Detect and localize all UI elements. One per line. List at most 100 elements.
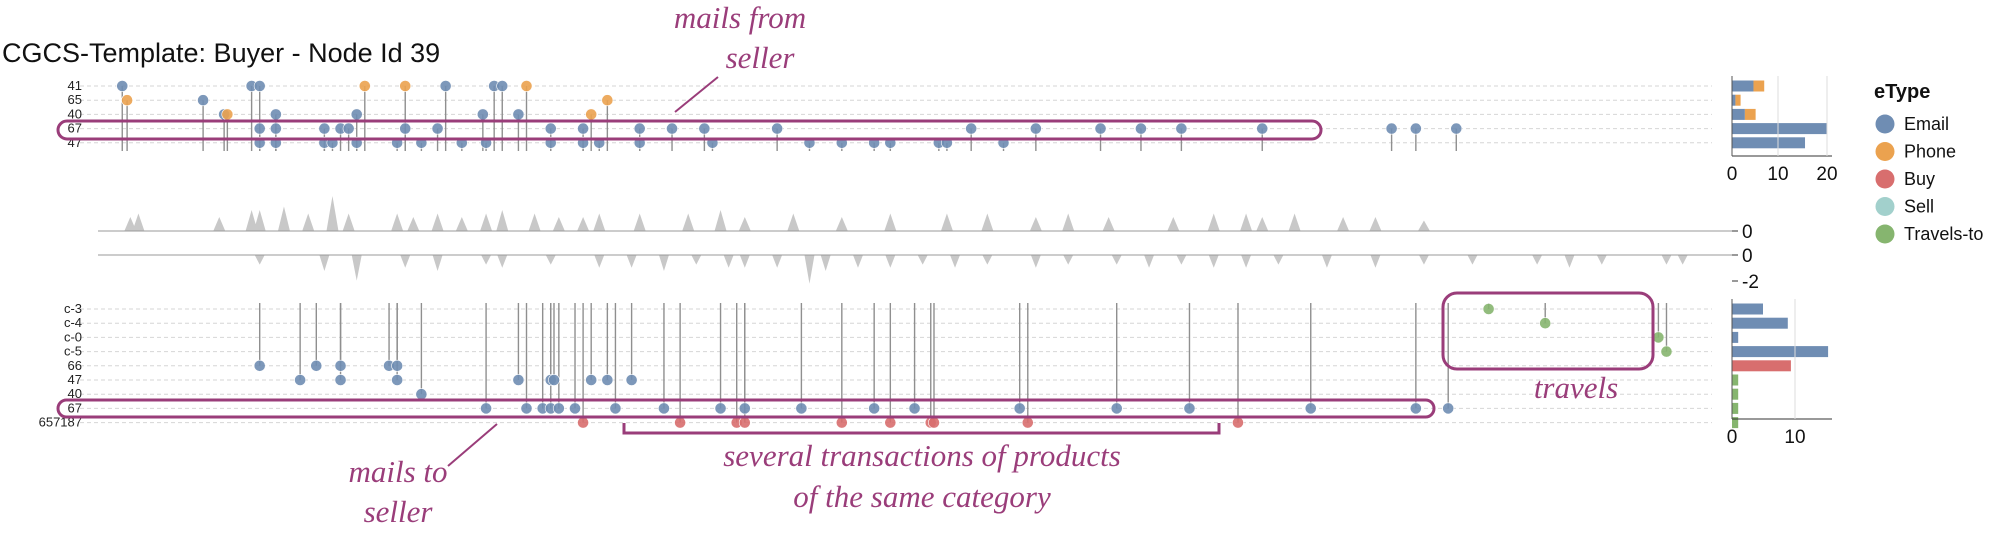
event-point [1029, 122, 1042, 135]
event-point [771, 122, 784, 135]
event-point [1175, 122, 1188, 135]
count-bar [1732, 303, 1763, 315]
event-point [253, 122, 266, 135]
annotation-mails-to-seller: mails to seller [348, 423, 498, 529]
event-point [399, 80, 412, 92]
count-bar [1732, 417, 1739, 429]
legend: eType Email Phone Buy Sell Travels-to [1874, 81, 1983, 244]
event-point [569, 402, 581, 415]
row-label: 47 [68, 135, 82, 150]
density-tick-label: 0 [1742, 222, 1753, 243]
legend-swatch [1875, 197, 1895, 216]
event-point [585, 374, 598, 386]
event-point [1135, 122, 1147, 135]
event-point [908, 402, 921, 415]
count-tick-label: 20 [1816, 164, 1837, 185]
event-point [334, 374, 347, 386]
row-label: c-3 [64, 301, 82, 316]
highlight-travels [1441, 291, 1655, 371]
event-point [965, 122, 978, 135]
row-label: 41 [68, 78, 82, 93]
event-point [714, 402, 727, 415]
row-label: 65 [68, 92, 82, 107]
count-bar [1732, 346, 1829, 358]
count-bar [1732, 360, 1791, 372]
transactions-bracket [622, 423, 1221, 435]
highlight-row-67-candidate [56, 398, 1436, 419]
event-point [269, 108, 282, 121]
event-points [116, 80, 1673, 429]
event-point [512, 108, 525, 121]
annotation-line: several transactions of products [723, 438, 1121, 473]
event-point [738, 416, 751, 429]
annotation-line: mails from [674, 0, 806, 35]
event-point [1539, 317, 1552, 330]
event-point [1409, 122, 1422, 135]
event-point [480, 402, 492, 415]
event-point [928, 416, 940, 429]
row-label: c-4 [64, 315, 82, 330]
legend-title: eType [1874, 81, 1930, 103]
event-point [294, 374, 307, 386]
count-bar [1735, 94, 1741, 106]
event-point [1256, 122, 1269, 135]
lower-density-area [94, 255, 1715, 284]
annotation-line: travels [1534, 370, 1618, 405]
event-point [1304, 402, 1317, 415]
highlight-outlines [56, 119, 1655, 435]
event-point [431, 122, 444, 135]
event-point [439, 80, 452, 92]
legend-swatch [1875, 142, 1895, 161]
count-bar [1732, 388, 1739, 400]
annotation-line: seller [364, 494, 434, 529]
count-tick-label: 0 [1727, 164, 1738, 185]
count-bar [1732, 94, 1736, 106]
event-point [835, 416, 848, 429]
count-tick-label: 0 [1727, 427, 1738, 448]
count-bar [1732, 317, 1788, 329]
density-areas: 0 0 -2 [94, 196, 1759, 293]
density-tick-label: 0 [1742, 246, 1753, 267]
event-point [197, 94, 210, 107]
legend-label: Travels-to [1904, 224, 1983, 244]
event-point [221, 108, 234, 121]
event-point [310, 359, 323, 372]
event-point [1021, 416, 1034, 429]
count-bar [1753, 80, 1765, 92]
count-tick-label: 10 [1767, 164, 1788, 185]
row-label: 67 [68, 400, 82, 415]
event-point [358, 80, 371, 92]
count-bar [1744, 108, 1756, 120]
event-point [1183, 402, 1196, 415]
event-stems [121, 86, 1668, 423]
count-bars [1732, 80, 1829, 429]
event-point [1013, 402, 1026, 415]
event-point [520, 80, 533, 92]
event-point [1450, 122, 1463, 135]
legend-swatch [1875, 169, 1895, 189]
event-point [350, 108, 363, 121]
event-point [476, 108, 489, 121]
event-point [121, 94, 134, 107]
event-point [625, 374, 638, 386]
event-point [738, 402, 751, 415]
event-point [496, 80, 509, 92]
event-point [391, 374, 404, 386]
event-point [552, 402, 565, 415]
event-point [318, 122, 331, 135]
annotation-pointer [447, 423, 498, 467]
row-label: 47 [68, 372, 82, 387]
event-point [544, 122, 557, 135]
legend-label: Email [1904, 114, 1949, 134]
event-point [658, 402, 670, 415]
legend-label: Sell [1904, 197, 1934, 217]
annotation-line: seller [726, 40, 796, 75]
event-point [666, 122, 678, 135]
event-point [1232, 416, 1244, 429]
event-point [1094, 122, 1107, 135]
annotation-line: of the same category [793, 479, 1051, 514]
upper-density-area [94, 196, 1715, 231]
event-point [520, 402, 533, 415]
annotation-pointer [674, 76, 719, 113]
event-point [1409, 402, 1422, 415]
